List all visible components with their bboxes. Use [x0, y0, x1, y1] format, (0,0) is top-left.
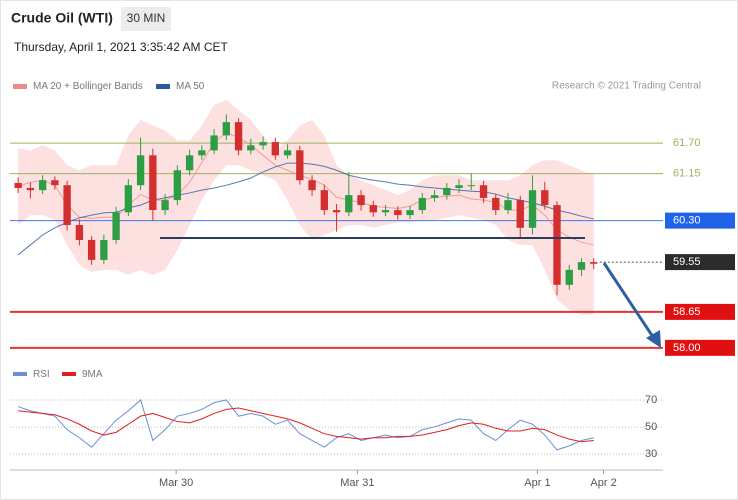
candle-body — [332, 210, 341, 213]
candle-body — [443, 187, 451, 196]
candle-body — [430, 195, 439, 198]
candle-body — [406, 210, 414, 216]
candle-body — [210, 135, 218, 151]
level-box — [665, 254, 735, 271]
candle-body — [418, 197, 426, 211]
candle-body — [381, 210, 390, 213]
candle-body — [467, 185, 475, 187]
candle-body — [185, 155, 194, 171]
candle-body — [492, 197, 500, 211]
timestamp: Thursday, April 1, 2021 3:35:42 AM CET — [14, 40, 229, 54]
candle-body — [308, 180, 316, 191]
x-tick-label: Mar 31 — [340, 477, 374, 489]
candle-body — [247, 145, 255, 151]
legend-label: MA 50 — [176, 81, 205, 92]
y-tick-label: 50 — [645, 421, 657, 433]
copyright: Research © 2021 Trading Central — [552, 81, 701, 92]
y-tick-label: 30 — [645, 448, 657, 460]
candle-body — [124, 185, 133, 213]
candle-body — [161, 200, 169, 211]
candle-body — [173, 170, 182, 201]
legend-label: MA 20 + Bollinger Bands — [33, 81, 143, 92]
candle-body — [516, 200, 524, 228]
candle-body — [26, 187, 35, 191]
candle-body — [369, 205, 377, 213]
level-labels: 61.70 61.15 60.30 59.55 58.65 58.00 — [665, 137, 735, 356]
level-box — [665, 303, 735, 320]
indicator-line — [18, 407, 594, 443]
candle-body — [271, 142, 279, 156]
indicator-line — [17, 399, 594, 451]
candle-body — [112, 212, 120, 240]
level-label: 61.15 — [673, 167, 701, 179]
candle-body — [553, 205, 561, 285]
candle-body — [357, 195, 365, 206]
candle-body — [259, 142, 267, 146]
candle-body — [504, 200, 512, 211]
candle-body — [577, 262, 586, 270]
candle-body — [528, 190, 537, 228]
bollinger-band — [18, 100, 594, 315]
candle-body — [283, 150, 292, 156]
candle-body — [75, 225, 84, 240]
price-chart: MA 20 + Bollinger Bands MA 50 Mar 30 Mar 31… — [10, 81, 663, 489]
instrument-title: Crude Oil (WTI) — [11, 10, 113, 26]
candle-body — [296, 150, 304, 181]
candle-body — [541, 190, 549, 206]
arrow-head — [646, 330, 661, 348]
level-label: 58.65 — [673, 306, 701, 318]
candle-body — [38, 180, 47, 191]
level-box — [665, 339, 735, 356]
level-box — [665, 212, 735, 229]
interval-badge — [121, 7, 171, 31]
candle-body — [149, 155, 157, 211]
level-label: 59.55 — [673, 256, 701, 268]
candle-body — [320, 190, 328, 211]
candle-body — [234, 122, 243, 151]
candle-body — [87, 239, 96, 260]
x-tick-label: Apr 2 — [590, 477, 616, 489]
x-tick-label: Apr 1 — [524, 477, 550, 489]
level-label: 61.70 — [673, 137, 701, 149]
candle-body — [590, 262, 598, 264]
legend-swatch — [13, 372, 27, 376]
y-tick-label: 70 — [645, 394, 657, 406]
interval-label: 30 MIN — [127, 11, 166, 25]
forecast-arrow — [602, 262, 657, 341]
candle-body — [198, 150, 206, 156]
x-tick-label: Mar 30 — [159, 477, 193, 489]
candle-body — [100, 239, 108, 260]
candle-body — [14, 182, 22, 188]
candle-body — [479, 185, 488, 198]
legend-swatch — [156, 84, 170, 89]
legend-swatch — [62, 372, 76, 376]
legend-label: 9MA — [82, 369, 103, 380]
candle-body — [455, 185, 463, 188]
candle-body — [136, 155, 145, 186]
candle-body — [51, 180, 59, 186]
level-label: 60.30 — [673, 215, 701, 227]
candle-body — [394, 210, 402, 216]
candle-body — [222, 122, 231, 136]
legend-label: RSI — [33, 369, 50, 380]
candle-body — [345, 195, 353, 213]
level-label: 58.00 — [673, 342, 701, 354]
candle-body — [565, 269, 573, 285]
candle-body — [63, 185, 71, 226]
legend-swatch — [13, 84, 27, 89]
